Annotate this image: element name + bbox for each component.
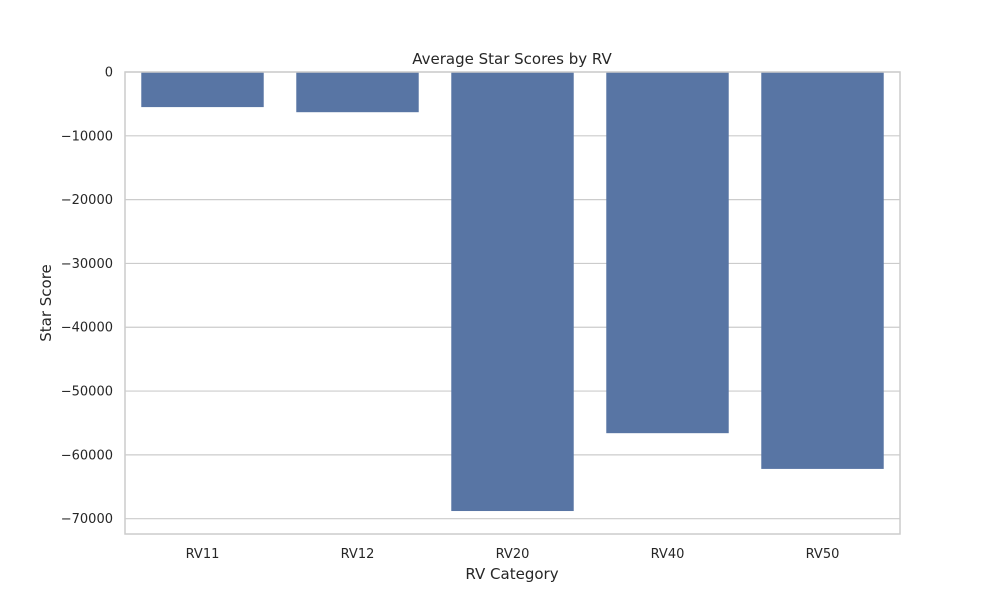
bar-rv12 — [296, 72, 419, 113]
bar-rv50 — [761, 72, 884, 469]
plot-frame — [124, 71, 901, 535]
y-tick-label: −20000 — [61, 193, 113, 208]
y-axis-label: Star Score — [37, 264, 55, 342]
x-tick-label: RV20 — [496, 547, 530, 562]
y-tick-label: −60000 — [61, 448, 113, 463]
bar-rv20 — [451, 72, 574, 512]
x-axis-ticks: RV11 RV12 RV20 RV40 RV50 — [186, 547, 840, 562]
y-tick-label: −40000 — [61, 321, 113, 336]
bar-rv40 — [606, 72, 729, 434]
y-tick-label: 0 — [105, 66, 113, 81]
y-axis-ticks: 0 −10000 −20000 −30000 −40000 −50000 −60000 −70… — [61, 66, 113, 528]
x-tick-label: RV50 — [806, 547, 840, 562]
bars — [141, 72, 884, 512]
x-tick-label: RV11 — [186, 547, 220, 562]
x-axis-label: RV Category — [465, 565, 558, 583]
chart-title: Average Star Scores by RV — [412, 50, 612, 68]
x-tick-label: RV12 — [341, 547, 375, 562]
y-tick-label: −70000 — [61, 512, 113, 527]
y-tick-label: −10000 — [61, 129, 113, 144]
y-tick-label: −30000 — [61, 257, 113, 272]
y-tick-label: −50000 — [61, 385, 113, 400]
bar-rv11 — [141, 72, 264, 108]
x-tick-label: RV40 — [651, 547, 685, 562]
